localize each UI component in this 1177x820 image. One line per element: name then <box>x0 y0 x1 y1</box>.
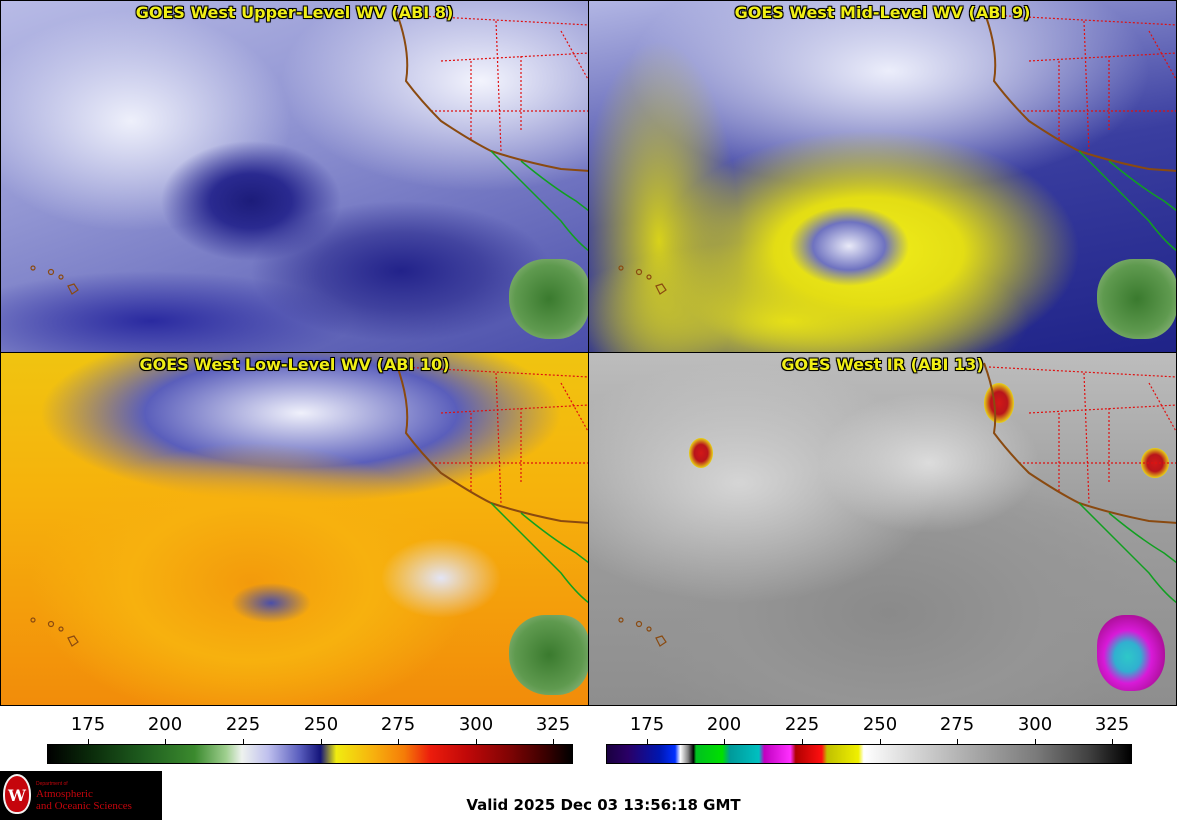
uw-crest-icon: W <box>3 774 31 814</box>
tick-label: 300 <box>1017 714 1053 735</box>
tick-mark <box>476 739 477 745</box>
ir-imagery <box>589 353 1176 705</box>
panel-ir: GOES West IR (ABI 13) <box>588 352 1177 706</box>
ir-cold-cloud <box>984 383 1014 423</box>
colorbar-gradient <box>606 744 1132 764</box>
tick-mark <box>165 739 166 745</box>
valid-time: Valid 2025 Dec 03 13:56:18 GMT <box>466 796 741 814</box>
map-overlay <box>618 10 1176 295</box>
tick-label: 200 <box>706 714 742 735</box>
tick-mark <box>724 739 725 745</box>
logo-dept-text: Department of <box>36 781 68 787</box>
colorbar-ticks: 175 200 225 250 275 300 325 <box>45 710 575 750</box>
colorbar-ticks: 175 200 225 250 275 300 325 <box>604 710 1134 750</box>
tick-mark <box>880 739 881 745</box>
ir-convective-storm <box>1097 615 1165 691</box>
ir-colorbar: 175 200 225 250 275 300 325 <box>604 710 1134 770</box>
map-overlay <box>30 10 588 295</box>
tick-label: 250 <box>303 714 339 735</box>
colorbar-gradient <box>47 744 573 764</box>
tick-label: 275 <box>380 714 416 735</box>
tick-mark <box>1035 739 1036 745</box>
logo-name-line2: and Oceanic Sciences <box>36 800 132 812</box>
mexico-land <box>1097 259 1176 339</box>
tick-mark <box>88 739 89 745</box>
panel-mid-level-wv: GOES West Mid-Level WV (ABI 9) <box>588 0 1177 353</box>
tick-label: 325 <box>1094 714 1130 735</box>
panel-title: GOES West Mid-Level WV (ABI 9) <box>734 3 1031 22</box>
aos-logo: W Department of Atmospheric and Oceanic … <box>0 771 162 820</box>
ir-cold-cloud <box>689 438 713 468</box>
tick-mark <box>957 739 958 745</box>
tick-label: 175 <box>629 714 665 735</box>
panel-title: GOES West Upper-Level WV (ABI 8) <box>135 3 454 22</box>
mid-level-wv-imagery <box>589 1 1176 352</box>
wv-colorbar: 175 200 225 250 275 300 325 <box>45 710 575 770</box>
tick-mark <box>553 739 554 745</box>
tick-label: 200 <box>147 714 183 735</box>
map-overlay <box>30 362 588 647</box>
panel-title: GOES West Low-Level WV (ABI 10) <box>139 355 450 374</box>
tick-label: 250 <box>862 714 898 735</box>
panel-low-level-wv: GOES West Low-Level WV (ABI 10) <box>0 352 589 706</box>
tick-label: 225 <box>784 714 820 735</box>
tick-label: 225 <box>225 714 261 735</box>
tick-label: 300 <box>458 714 494 735</box>
tick-label: 275 <box>939 714 975 735</box>
low-level-wv-imagery <box>1 353 588 705</box>
tick-label: 325 <box>535 714 571 735</box>
upper-level-wv-imagery <box>1 1 588 352</box>
logo-name-line1: Atmospheric <box>36 788 93 800</box>
tick-label: 175 <box>70 714 106 735</box>
tick-mark <box>398 739 399 745</box>
tick-mark <box>243 739 244 745</box>
mexico-land <box>509 259 588 339</box>
panel-title: GOES West IR (ABI 13) <box>781 355 984 374</box>
tick-mark <box>802 739 803 745</box>
tick-mark <box>321 739 322 745</box>
tick-mark <box>1112 739 1113 745</box>
mexico-land <box>509 615 588 695</box>
tick-mark <box>647 739 648 745</box>
map-overlay <box>618 362 1176 647</box>
panel-upper-level-wv: GOES West Upper-Level WV (ABI 8) <box>0 0 589 353</box>
